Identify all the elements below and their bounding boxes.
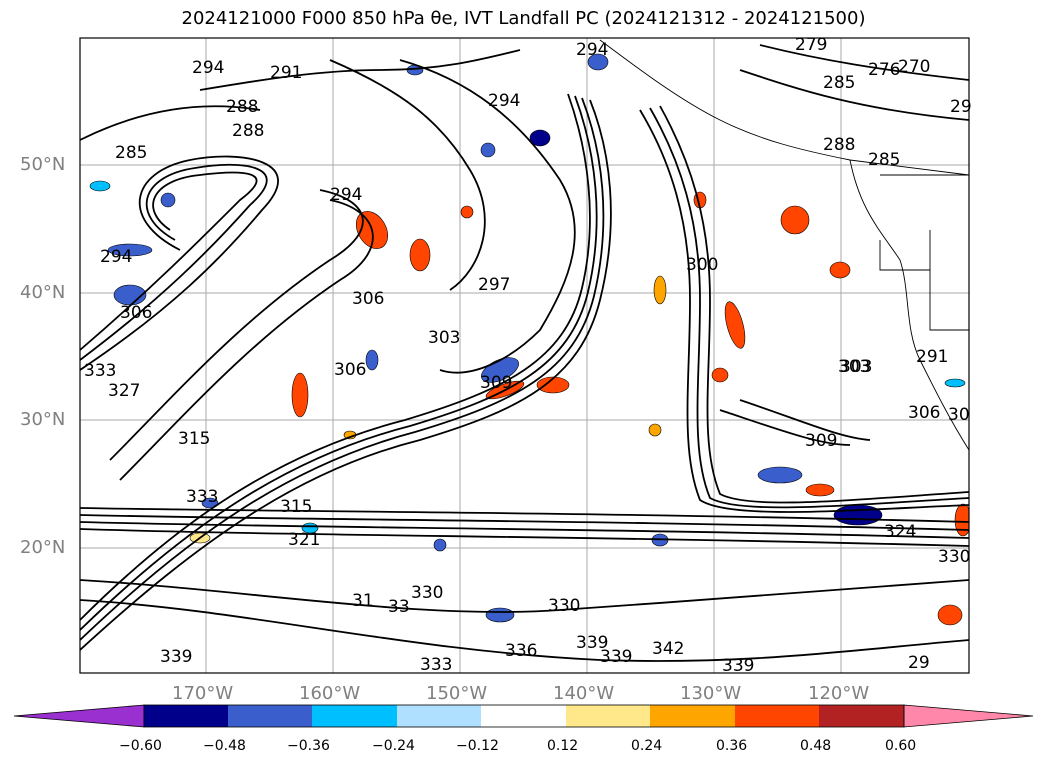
contour-label: 306 [352,289,384,309]
contour-label: 306 [908,403,940,423]
contour-label: 294 [192,58,224,78]
contour-label: 333 [84,361,116,381]
coastlines [599,39,969,451]
colorbar-segment [144,705,228,727]
contour-label: 309 [480,373,512,393]
colorbar-segment [228,705,312,727]
contour-label: 321 [288,530,320,550]
contour-label: 288 [226,97,258,117]
contour-label: 333 [186,487,218,507]
contour-label: 30 [948,405,970,425]
lat-label: 50°N [20,154,66,175]
contour-label: 285 [823,73,855,93]
contour-label: 303 [840,357,872,377]
contour-label: 294 [100,247,132,267]
contour-label: 294 [330,185,362,205]
contour-label: 291 [270,63,302,83]
colorbar-tick-label: −0.48 [203,738,246,754]
lat-label: 20°N [20,537,66,558]
colorbar-tick-label: −0.24 [372,738,415,754]
lon-label: 130°W [680,683,742,704]
map-frame [79,37,970,674]
contour-label: 330 [938,547,970,567]
contour-label: 279 [795,35,827,55]
lon-label: 150°W [426,683,488,704]
colorbar-tick-label: 0.36 [716,738,748,754]
theta-e-contours [80,44,969,662]
contour-label: 285 [868,150,900,170]
contour-label: 31 [352,591,374,611]
lat-label: 40°N [20,282,66,303]
contour-label: 330 [548,596,580,616]
contour-label: 303 [838,357,870,377]
contour-label: 339 [600,647,632,667]
contour-label: 29 [908,653,930,673]
lon-label: 160°W [299,683,361,704]
contour-label: 306 [120,303,152,323]
contour-label: 315 [178,429,210,449]
contour-labels: 294 291 288 285 294 294 294 279 276 270 … [84,35,972,676]
contour-label: 309 [805,431,837,451]
colorbar-tick-label: −0.60 [119,738,162,754]
colorbar-segment [566,705,650,727]
colorbar-segment [650,705,735,727]
colorbar-tick-label: −0.12 [456,738,499,754]
contour-label: 339 [160,647,192,667]
contour-label: 330 [411,583,443,603]
colorbar-tick-label: 0.24 [631,738,663,754]
contour-label: 276 [868,60,900,80]
contour-label: 285 [115,143,147,163]
contour-label: 315 [280,497,312,517]
colorbar-segment [481,705,566,727]
colorbar-under-arrow [13,704,145,728]
contour-label: 294 [488,91,520,111]
lon-label: 170°W [172,683,234,704]
contour-label: 303 [428,328,460,348]
contour-label: 297 [478,275,510,295]
contour-label: 33 [388,597,410,617]
contour-label: 270 [898,57,930,77]
colorbar-tick-label: 0.60 [885,738,917,754]
contour-label: 291 [916,347,948,367]
colorbar-segment [397,705,481,727]
contour-label: 336 [505,641,537,661]
lon-label: 140°W [553,683,615,704]
map-plot-area [80,38,969,673]
contour-label: 324 [884,522,916,542]
contour-label: 339 [576,633,608,653]
contour-label: 288 [232,121,264,141]
contour-label: 294 [576,40,608,60]
colorbar-tick-label: 0.48 [800,738,832,754]
contour-label: 29 [950,97,972,117]
contour-label: 288 [823,135,855,155]
colorbar-segment [312,705,397,727]
graticule [80,38,969,673]
chart-title: 2024121000 F000 850 hPa θe, IVT Landfall… [181,8,866,29]
contour-label: 327 [108,381,140,401]
contour-label: 300 [686,255,718,275]
colorbar-segment [819,705,904,727]
colorbar-tick-label: −0.36 [287,738,330,754]
colorbar-over-arrow [903,704,1034,728]
colorbar [13,704,1034,728]
lon-label: 120°W [808,683,870,704]
colorbar-tick-label: 0.12 [547,738,579,754]
contour-label: 342 [652,639,684,659]
colorbar-segment [735,705,819,727]
contour-label: 339 [722,656,754,676]
lat-label: 30°N [20,409,66,430]
contour-label: 333 [420,655,452,675]
contour-label: 306 [334,360,366,380]
